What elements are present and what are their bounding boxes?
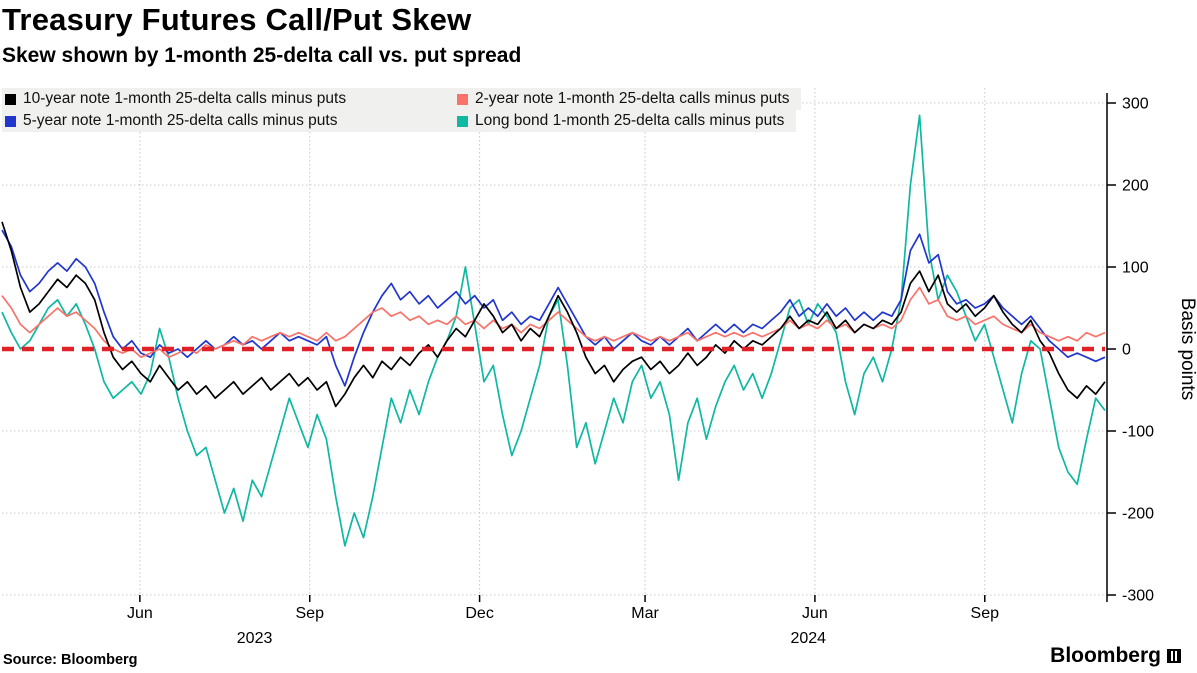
bloomberg-logo-icon bbox=[1167, 649, 1181, 663]
year-label: 2024 bbox=[790, 630, 826, 647]
x-tick-label: Dec bbox=[465, 605, 493, 622]
legend-item-5-year: 5-year note 1-month 25-delta calls minus… bbox=[5, 112, 457, 130]
legend-item-2-year: 2-year note 1-month 25-delta calls minus… bbox=[457, 90, 789, 108]
bloomberg-wordmark: Bloomberg bbox=[1050, 644, 1161, 667]
x-tick-label: Jun bbox=[802, 605, 828, 622]
legend-label-10-year: 10-year note 1-month 25-delta calls minu… bbox=[23, 90, 347, 107]
y-tick-label: -200 bbox=[1122, 506, 1154, 523]
series-line bbox=[1, 114, 1106, 547]
x-tick-label: Jun bbox=[127, 605, 153, 622]
legend-row-2: 5-year note 1-month 25-delta calls minus… bbox=[2, 110, 797, 132]
legend-swatch-10-year bbox=[5, 93, 16, 105]
y-tick-label: 0 bbox=[1122, 342, 1131, 359]
x-tick-label: Sep bbox=[971, 605, 1000, 622]
y-axis-title: Basis points bbox=[1177, 298, 1197, 400]
y-tick-label: 300 bbox=[1122, 96, 1149, 113]
series-line bbox=[1, 229, 1106, 387]
page-title: Treasury Futures Call/Put Skew bbox=[2, 2, 472, 37]
legend-swatch-2-year bbox=[457, 93, 468, 105]
legend-item-long-bond: Long bond 1-month 25-delta calls minus p… bbox=[457, 112, 784, 130]
source-attribution: Source: Bloomberg bbox=[3, 652, 138, 668]
legend-item-10-year: 10-year note 1-month 25-delta calls minu… bbox=[5, 90, 457, 108]
bloomberg-logo: Bloomberg bbox=[1050, 644, 1181, 668]
legend-label-long-bond: Long bond 1-month 25-delta calls minus p… bbox=[475, 112, 785, 129]
x-tick-label: Sep bbox=[296, 605, 325, 622]
page-subtitle: Skew shown by 1-month 25-delta call vs. … bbox=[2, 44, 522, 67]
legend-label-2-year: 2-year note 1-month 25-delta calls minus… bbox=[475, 90, 790, 107]
y-tick-label: -300 bbox=[1122, 588, 1154, 605]
chart-legend: 10-year note 1-month 25-delta calls minu… bbox=[2, 88, 802, 132]
legend-row-1: 10-year note 1-month 25-delta calls minu… bbox=[2, 88, 802, 110]
legend-label-5-year: 5-year note 1-month 25-delta calls minus… bbox=[23, 112, 338, 129]
y-tick-label: 200 bbox=[1122, 178, 1149, 195]
year-label: 2023 bbox=[237, 630, 273, 647]
y-tick-label: -100 bbox=[1122, 424, 1154, 441]
legend-swatch-5-year bbox=[5, 115, 16, 127]
y-tick-label: 100 bbox=[1122, 260, 1149, 277]
series-line bbox=[1, 221, 1106, 408]
legend-swatch-long-bond bbox=[457, 115, 468, 127]
x-tick-label: Mar bbox=[631, 605, 659, 622]
